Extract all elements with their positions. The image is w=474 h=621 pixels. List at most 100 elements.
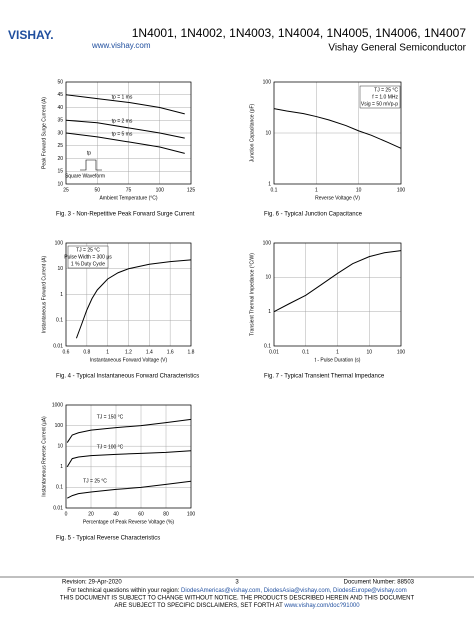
- y-tick-label: 100: [55, 423, 64, 429]
- waveform-icon: [80, 159, 102, 171]
- x-tick-label: 1.2: [125, 349, 132, 355]
- annotation: TJ = 25 °C: [374, 87, 398, 93]
- logo: VISHAY.: [8, 28, 54, 42]
- data-line: [273, 250, 402, 313]
- figure-caption: Fig. 6 - Typical Junction Capacitance: [264, 212, 363, 218]
- y-tick-label: 45: [57, 92, 63, 98]
- annotation: TJ = 25 °C: [76, 247, 100, 253]
- y-tick-label: 0.1: [56, 485, 63, 491]
- x-axis-label: Instantaneous Forward Voltage (V): [90, 357, 168, 363]
- x-tick-label: 10: [366, 349, 372, 355]
- y-tick-label: 35: [57, 118, 63, 124]
- y-axis-label: Junction Capacitance (pF): [249, 103, 255, 162]
- company: Vishay General Semiconductor: [328, 43, 466, 54]
- y-tick-label: 20: [57, 156, 63, 162]
- y-tick-label: 10: [57, 181, 63, 187]
- page-number: 3: [235, 580, 239, 586]
- annotation: 1 % Duty Cycle: [71, 261, 105, 267]
- data-line: [67, 480, 192, 499]
- annotation: tp: [87, 150, 91, 156]
- y-tick-label: 1: [268, 309, 271, 315]
- y-tick-label: 30: [57, 130, 63, 136]
- x-tick-label: 100: [397, 187, 406, 193]
- x-tick-label: 0: [65, 511, 68, 517]
- email[interactable]: DiodesAmericas@vishay.com,: [181, 588, 262, 594]
- y-axis-label: Transient Thermal Impedance (°C/W): [249, 253, 255, 336]
- x-tick-label: 1: [315, 187, 318, 193]
- x-tick-label: 125: [187, 187, 196, 193]
- series-label: TJ = 100 °C: [97, 444, 124, 450]
- x-tick-label: 0.01: [269, 349, 279, 355]
- figure-caption: Fig. 7 - Typical Transient Thermal Imped…: [264, 374, 385, 380]
- disclaimer: ARE SUBJECT TO SPECIFIC DISCLAIMERS, SET…: [114, 603, 360, 609]
- y-tick-label: 1: [268, 181, 271, 187]
- plot-frame: [273, 242, 402, 347]
- x-axis-label: t - Pulse Duration (s): [315, 357, 361, 363]
- y-tick-label: 0.1: [56, 318, 63, 324]
- disclaimer-link[interactable]: www.vishay.com/doc?91000: [283, 603, 360, 609]
- disclaimer: THIS DOCUMENT IS SUBJECT TO CHANGE WITHO…: [60, 596, 415, 602]
- figure-caption: Fig. 3 - Non-Repetitive Peak Forward Sur…: [56, 212, 195, 218]
- plot-frame: [65, 404, 192, 509]
- series-label: TJ = 25 °C: [83, 478, 107, 484]
- y-tick-label: 15: [57, 169, 63, 175]
- x-tick-label: 75: [126, 187, 132, 193]
- x-tick-label: 0.1: [271, 187, 278, 193]
- document-number: Document Number: 88503: [344, 580, 415, 586]
- questions-label: For technical questions within your regi…: [67, 588, 179, 594]
- annotation-box: [67, 245, 109, 269]
- y-axis-label: Peak Forward Surge Current (A): [41, 97, 47, 169]
- x-tick-label: 60: [138, 511, 144, 517]
- annotation: Square Waveform: [65, 173, 105, 179]
- series-label: tp = 1 ms: [112, 94, 133, 100]
- annotation: f = 1.0 MHz: [372, 94, 398, 100]
- y-tick-label: 100: [55, 240, 64, 246]
- revision: Revision: 29-Apr-2020: [62, 580, 122, 586]
- disclaimer-text: ARE SUBJECT TO SPECIFIC DISCLAIMERS, SET…: [114, 603, 283, 609]
- x-tick-label: 100: [187, 511, 196, 517]
- x-tick-label: 0.6: [63, 349, 70, 355]
- y-tick-label: 10: [265, 130, 271, 136]
- figure-caption: Fig. 5 - Typical Reverse Characteristics: [56, 536, 160, 542]
- y-tick-label: 0.01: [53, 505, 63, 511]
- y-tick-label: 100: [263, 79, 272, 85]
- y-tick-label: 1000: [52, 402, 63, 408]
- figure-caption: Fig. 4 - Typical Instantaneous Forward C…: [56, 374, 199, 380]
- website[interactable]: www.vishay.com: [91, 41, 151, 50]
- x-tick-label: 40: [113, 511, 119, 517]
- x-tick-label: 80: [163, 511, 169, 517]
- x-tick-label: 0.1: [302, 349, 309, 355]
- doc-title: 1N4001, 1N4002, 1N4003, 1N4004, 1N4005, …: [132, 26, 467, 40]
- data-line: [273, 108, 402, 149]
- x-tick-label: 20: [88, 511, 94, 517]
- y-axis-label: Instantaneous Forward Current (A): [41, 256, 47, 334]
- data-line: [75, 259, 192, 339]
- data-line: [66, 418, 192, 443]
- x-tick-label: 1.4: [146, 349, 153, 355]
- annotation-box: [359, 85, 401, 109]
- email[interactable]: DiodesAsia@vishay.com,: [264, 588, 332, 594]
- y-tick-label: 0.01: [53, 343, 63, 349]
- y-tick-label: 40: [57, 105, 63, 111]
- x-tick-label: 1.8: [188, 349, 195, 355]
- x-tick-label: 25: [63, 187, 69, 193]
- x-axis-label: Ambient Temperature (°C): [99, 195, 157, 201]
- x-tick-label: 1.6: [167, 349, 174, 355]
- y-axis-label: Instantaneous Reverse Current (μA): [41, 416, 47, 497]
- y-tick-label: 50: [57, 79, 63, 85]
- x-tick-label: 0.8: [83, 349, 90, 355]
- x-axis-label: Percentage of Peak Reverse Voltage (%): [83, 519, 174, 525]
- annotation: Pulse Width = 300 μs: [64, 254, 112, 260]
- series-label: tp = 5 ms: [112, 131, 133, 137]
- plot-frame: [65, 242, 192, 347]
- questions: For technical questions within your regi…: [67, 588, 406, 594]
- x-tick-label: 1: [106, 349, 109, 355]
- y-tick-label: 0.1: [264, 343, 271, 349]
- y-tick-label: 10: [57, 444, 63, 450]
- y-tick-label: 10: [265, 275, 271, 281]
- email[interactable]: DiodesEurope@vishay.com: [333, 588, 407, 594]
- x-axis-label: Reverse Voltage (V): [315, 195, 360, 201]
- x-tick-label: 100: [397, 349, 406, 355]
- y-tick-label: 1: [60, 292, 63, 298]
- series-label: tp = 2 ms: [112, 118, 133, 124]
